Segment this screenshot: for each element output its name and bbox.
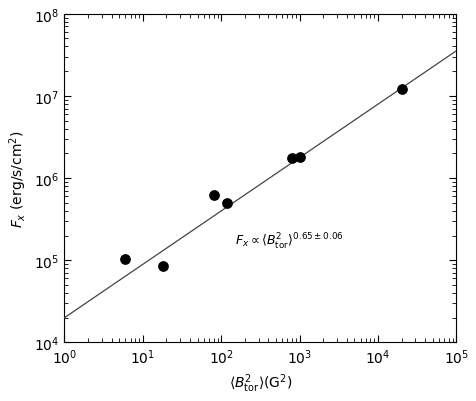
Point <box>296 154 303 161</box>
Point <box>210 192 218 199</box>
Point <box>224 200 231 207</box>
Point <box>121 256 129 262</box>
Point <box>398 87 406 93</box>
Y-axis label: $F_x$ (erg/s/cm$^2$): $F_x$ (erg/s/cm$^2$) <box>7 130 29 227</box>
Point <box>288 156 296 162</box>
Point <box>159 263 167 269</box>
Text: $F_x \propto\langle B^2_{\mathrm{tor}}\rangle^{0.65\pm0.06}$: $F_x \propto\langle B^2_{\mathrm{tor}}\r… <box>235 231 344 251</box>
X-axis label: $\langle B^2_{\mathrm{tor}}\rangle(\mathrm{G}^2)$: $\langle B^2_{\mathrm{tor}}\rangle(\math… <box>228 372 292 394</box>
